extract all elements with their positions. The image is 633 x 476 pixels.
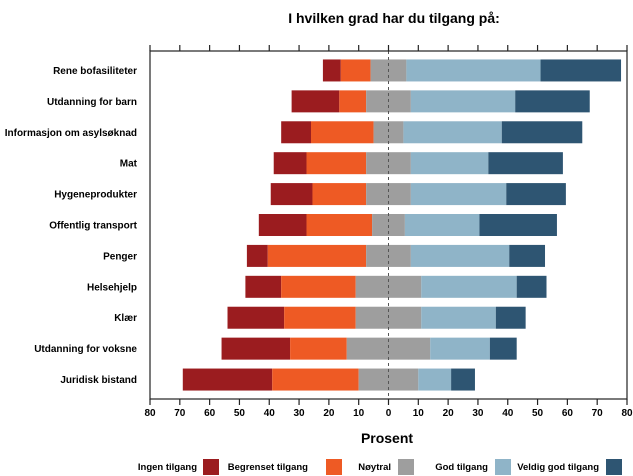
category-label: Juridisk bistand	[60, 375, 137, 386]
bar-segment	[488, 152, 563, 175]
x-tick-label: 50	[532, 408, 544, 419]
legend-label: Ingen tilgang	[138, 462, 197, 473]
bar-segment	[221, 337, 291, 360]
bar-segment	[451, 368, 475, 391]
legend-swatch	[326, 459, 342, 475]
bar-segment	[495, 306, 526, 329]
category-label: Informasjon om asylsøknad	[5, 128, 137, 139]
bar-segment	[515, 90, 590, 113]
bar-segment	[346, 337, 431, 360]
category-label: Hygeneprodukter	[54, 190, 137, 201]
axes-group: 80 70 60 50 40 30 20 10 0 10 20 30 40 50 60 70 80	[144, 45, 633, 419]
category-label: Utdanning for voksne	[34, 344, 137, 355]
x-tick-label: 10	[413, 408, 425, 419]
legend-swatch	[203, 459, 219, 475]
bar-segment	[272, 368, 359, 391]
bar-segment	[373, 121, 404, 144]
bar-segment	[281, 121, 311, 144]
bar-segment	[339, 90, 367, 113]
bar-segment	[410, 90, 516, 113]
x-tick-label: 70	[592, 408, 604, 419]
x-tick-label: 50	[234, 408, 246, 419]
bar-segment	[258, 214, 307, 236]
bar-segment	[540, 59, 622, 82]
legend-label: Nøytral	[358, 462, 391, 473]
legend-label: God tilgang	[435, 462, 488, 473]
bar-segment	[270, 183, 313, 206]
bar-segment	[501, 121, 583, 144]
category-label: Klær	[114, 313, 137, 324]
bar-segment	[418, 368, 452, 391]
x-tick-label: 60	[562, 408, 574, 419]
legend-swatch	[606, 459, 622, 475]
bar-segment	[245, 275, 282, 298]
bar-segment	[410, 183, 507, 206]
x-tick-label: 10	[353, 408, 365, 419]
legend-label: Veldig god tilgang	[517, 462, 599, 473]
bar-segment	[306, 152, 367, 175]
legend-label: Begrenset tilgang	[228, 462, 308, 473]
bar-segment	[291, 90, 340, 113]
category-label: Helsehjelp	[87, 282, 137, 293]
bar-segment	[406, 59, 541, 82]
x-tick-label: 80	[144, 408, 156, 419]
bar-segment	[489, 337, 517, 360]
bar-segment	[479, 214, 557, 236]
bar-segment	[281, 275, 356, 298]
chart-title: I hvilken grad har du tilgang på:	[288, 10, 500, 26]
bar-segment	[267, 244, 367, 267]
bar-segment	[322, 59, 341, 82]
x-tick-label: 20	[323, 408, 335, 419]
x-tick-label: 30	[472, 408, 484, 419]
x-tick-label: 40	[502, 408, 514, 419]
x-tick-label: 70	[174, 408, 186, 419]
bar-segment	[246, 244, 268, 267]
legend-swatch	[495, 459, 511, 475]
x-tick-label: 0	[386, 408, 392, 419]
bar-segment	[430, 337, 490, 360]
category-label: Penger	[103, 251, 137, 262]
category-label: Mat	[120, 159, 138, 170]
bar-segment	[516, 275, 547, 298]
legend: Ingen tilgang Begrenset tilgang Nøytral God…	[138, 459, 622, 475]
bar-segment	[506, 183, 566, 206]
category-label: Offentlig transport	[49, 221, 137, 232]
bar-segment	[290, 337, 347, 360]
legend-swatch	[398, 459, 414, 475]
x-axis-title: Prosent	[361, 430, 413, 446]
bar-segment	[421, 275, 517, 298]
bar-segment	[366, 152, 411, 175]
bar-segment	[182, 368, 273, 391]
bar-segment	[306, 214, 373, 236]
bar-segment	[404, 214, 480, 236]
bar-segment	[410, 152, 489, 175]
bar-segment	[421, 306, 496, 329]
category-labels: Rene bofasiliteter Utdanning for barn Info…	[5, 66, 138, 386]
x-tick-label: 30	[294, 408, 306, 419]
bar-segment	[227, 306, 285, 329]
bar-segment	[509, 244, 546, 267]
bar-segment	[358, 368, 419, 391]
bar-segment	[366, 183, 411, 206]
bar-segment	[273, 152, 307, 175]
bar-segment	[403, 121, 502, 144]
x-tick-label: 40	[264, 408, 276, 419]
bar-segment	[310, 121, 374, 144]
bars-group	[182, 59, 622, 391]
x-tick-label: 60	[204, 408, 216, 419]
bar-segment	[340, 59, 371, 82]
x-tick-label: 20	[443, 408, 455, 419]
x-tick-label: 80	[621, 408, 633, 419]
bar-segment	[284, 306, 356, 329]
category-label: Utdanning for barn	[47, 97, 137, 108]
category-label: Rene bofasiliteter	[53, 66, 137, 77]
bar-segment	[312, 183, 367, 206]
bar-segment	[410, 244, 510, 267]
